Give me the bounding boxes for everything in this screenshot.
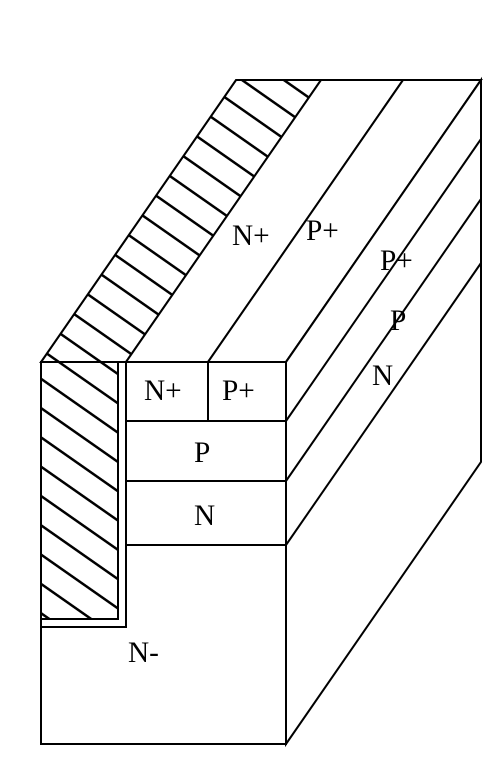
n_front-label: N: [194, 500, 215, 532]
p_front-label: P: [194, 437, 210, 469]
n_plus_front-label: N+: [144, 375, 182, 407]
n_side-label: N: [372, 360, 393, 392]
p_plus_side-label: P+: [380, 245, 413, 277]
p_plus_front-label: P+: [222, 375, 255, 407]
n_minus-label: N-: [128, 637, 159, 669]
p_side-label: P: [390, 305, 406, 337]
layer-diagram: N+P+PNN-N+P+P+PN: [0, 0, 502, 783]
p_plus_top-label: P+: [306, 215, 339, 247]
n_plus_top-label: N+: [232, 220, 270, 252]
